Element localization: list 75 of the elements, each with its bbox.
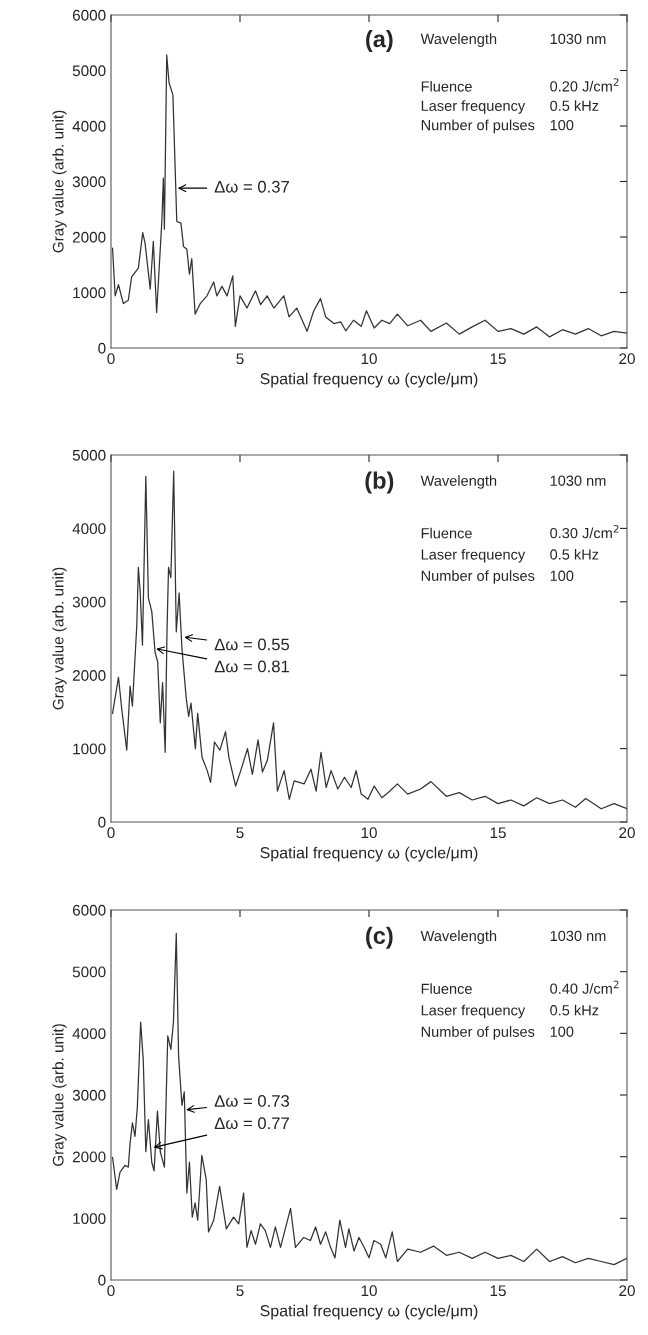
y-axis-title: Gray value (arb. unit) xyxy=(52,567,67,710)
annotation: Δω = 0.73 xyxy=(214,1095,290,1107)
annotation: Laser frequency xyxy=(421,1004,526,1019)
annotation: Fluence xyxy=(421,80,472,92)
y-tick-label: 2000 xyxy=(72,1151,106,1163)
y-tick-label: 3000 xyxy=(72,596,106,608)
x-tick-label: 0 xyxy=(107,1285,115,1297)
y-tick-label: 1000 xyxy=(73,743,106,755)
x-tick-label: 15 xyxy=(490,1285,506,1297)
annotation: Number of pulses xyxy=(421,570,535,584)
annotation: 100 xyxy=(550,1026,574,1037)
annotation: 0.40 J/cm$^{2}$ xyxy=(550,980,619,994)
y-tick-label: 5000 xyxy=(72,449,106,461)
y-tick-label: 3000 xyxy=(72,1089,106,1101)
x-tick-label: 5 xyxy=(236,353,244,365)
annotation: 0.5 kHz xyxy=(550,1004,599,1016)
x-tick-label: 10 xyxy=(361,827,377,839)
x-tick-label: 15 xyxy=(490,827,506,839)
y-tick-label: 6000 xyxy=(72,904,106,916)
x-tick-label: 20 xyxy=(619,353,635,365)
y-tick-label: 0 xyxy=(98,816,106,828)
y-tick-label: 3000 xyxy=(72,176,106,188)
annotation: Number of pulses xyxy=(421,119,535,134)
annotation: 100 xyxy=(550,570,574,581)
annotation: Number of pulses xyxy=(421,1026,535,1040)
annotation: 1030 nm xyxy=(550,930,606,942)
annotation: 0.5 kHz xyxy=(550,548,599,560)
line-series xyxy=(111,470,627,810)
annotation: 1030 nm xyxy=(550,475,606,486)
y-tick-label: 6000 xyxy=(72,9,106,21)
annotation: 0.5 kHz xyxy=(550,100,599,111)
annotation: Fluence xyxy=(421,527,472,539)
y-tick-label: 4000 xyxy=(72,523,106,535)
x-tick-label: 20 xyxy=(619,827,635,839)
y-tick-label: 4000 xyxy=(72,1028,106,1040)
y-tick-label: 2000 xyxy=(72,670,106,681)
y-tick-label: 0 xyxy=(98,1274,106,1286)
annotation: Δω = 0.55 xyxy=(214,638,290,651)
x-axis-title: Spatial frequency ω (cycle/μm) xyxy=(260,372,478,388)
annotation: Fluence xyxy=(421,983,472,994)
x-tick-label: 0 xyxy=(107,827,115,839)
annotation: Wavelength xyxy=(420,930,497,944)
annotation: Δω = 0.81 xyxy=(214,660,289,673)
annotation: 1030 nm xyxy=(550,33,606,45)
y-tick-label: 2000 xyxy=(72,231,106,243)
text: (b) xyxy=(365,471,394,494)
y-tick-label: 4000 xyxy=(72,120,106,132)
annotation: Δω = 0.37 xyxy=(214,180,289,193)
y-axis-title: Gray value (arb. unit) xyxy=(52,110,67,253)
annotation: 100 xyxy=(550,119,574,131)
y-axis-title: Gray value (arb. unit) xyxy=(52,1024,67,1166)
y-tick-label: 1000 xyxy=(73,1213,106,1225)
annotation: Wavelength xyxy=(420,475,497,489)
y-tick-label: 5000 xyxy=(72,65,106,77)
line-series xyxy=(111,54,627,338)
annotation: Δω = 0.77 xyxy=(214,1117,289,1130)
x-tick-label: 5 xyxy=(236,827,244,839)
x-tick-label: 5 xyxy=(236,1285,244,1297)
annotation: Wavelength xyxy=(420,33,497,47)
y-tick-label: 5000 xyxy=(72,966,106,978)
x-tick-label: 20 xyxy=(619,1285,635,1297)
annotation: Laser frequency xyxy=(421,548,526,563)
x-tick-label: 0 xyxy=(107,353,115,365)
x-tick-label: 10 xyxy=(361,1285,377,1297)
text: (a) xyxy=(366,29,393,52)
x-tick-label: 15 xyxy=(490,353,506,365)
x-tick-label: 10 xyxy=(361,353,377,365)
y-tick-label: 1000 xyxy=(73,287,106,299)
annotation: 0.20 J/cm$^{2}$ xyxy=(550,78,619,92)
x-axis-title: Spatial frequency ω (cycle/μm) xyxy=(260,1304,478,1320)
y-tick-label: 0 xyxy=(98,342,106,354)
x-axis-title: Spatial frequency ω (cycle/μm) xyxy=(260,846,478,862)
annotation: Laser frequency xyxy=(421,100,526,114)
annotation: 0.30 J/cm$^{2}$ xyxy=(550,524,619,539)
text: (c) xyxy=(366,926,393,949)
